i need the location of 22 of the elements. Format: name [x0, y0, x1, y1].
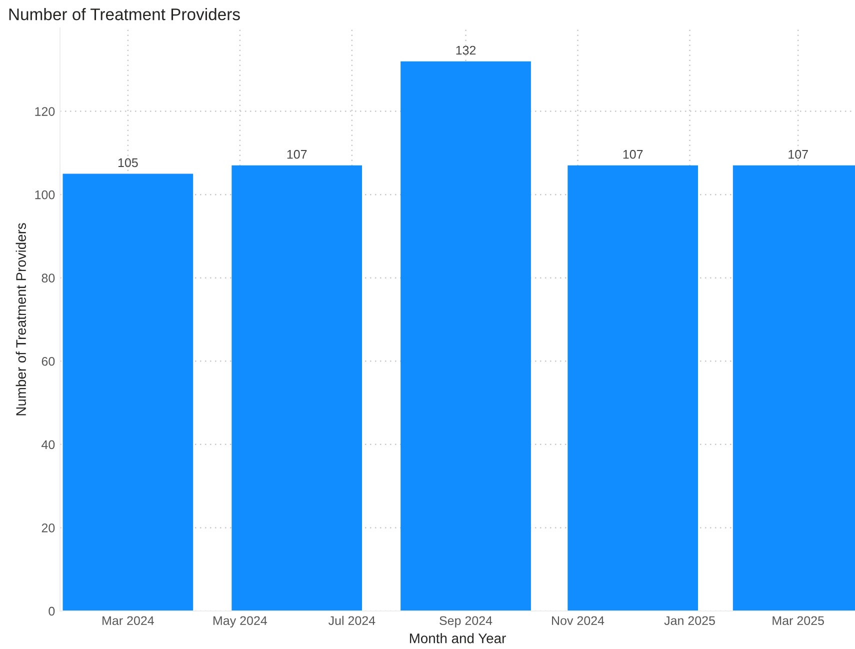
chart-title: Number of Treatment Providers	[9, 8, 240, 20]
x-tick-label: Nov 2024	[552, 616, 604, 626]
y-axis-title: Number of Treatment Providers	[16, 223, 26, 416]
x-tick-label: May 2024	[214, 616, 268, 628]
y-tick-label: 0	[48, 606, 55, 616]
y-tick-label: 100	[35, 190, 55, 200]
x-tick-label: Sep 2024	[440, 616, 492, 628]
x-tick-label: Jul 2024	[328, 616, 376, 626]
y-tick-label: 80	[42, 274, 55, 283]
y-tick-label: 120	[35, 107, 55, 116]
y-tick-label: 60	[42, 356, 55, 366]
y-tick-label: 40	[42, 440, 55, 450]
x-tick-label: Mar 2024	[102, 616, 154, 626]
data-label: 107	[287, 150, 307, 159]
x-tick-label: Mar 2025	[772, 616, 824, 626]
data-label: 107	[623, 150, 643, 159]
x-tick-label: Jan 2025	[664, 616, 715, 626]
data-label: 105	[118, 158, 138, 168]
x-axis-title: Month and Year	[410, 633, 506, 644]
data-label: 132	[456, 46, 476, 55]
y-tick-label: 20	[42, 524, 55, 532]
data-label: 107	[788, 150, 808, 159]
